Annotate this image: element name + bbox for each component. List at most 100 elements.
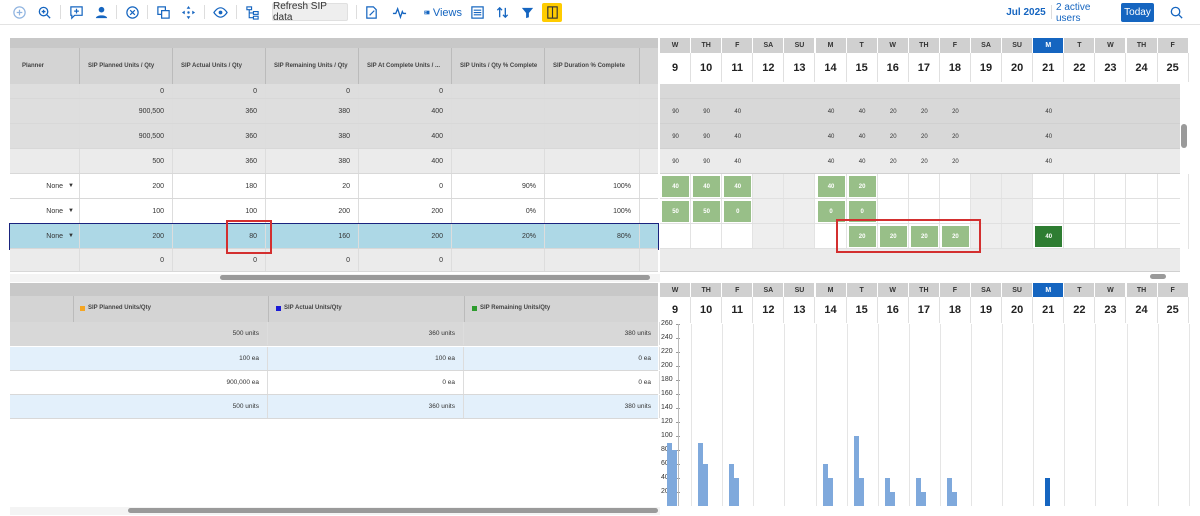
edit-note-icon[interactable] (362, 3, 380, 22)
cal-bottom-daynum[interactable]: 21 (1033, 297, 1065, 323)
add-circle-icon[interactable] (10, 3, 28, 22)
cell-planner[interactable] (14, 84, 80, 98)
cal-bottom-daynum[interactable]: 10 (691, 297, 723, 323)
calendar-assignment-bar[interactable]: 50 (662, 201, 690, 222)
cal-top-daynum[interactable]: 16 (877, 53, 909, 82)
cal-top-daynum[interactable]: 19 (971, 53, 1003, 82)
today-button[interactable]: Today (1121, 3, 1154, 22)
calendar-assignment-bar[interactable]: 0 (724, 201, 752, 222)
filter-icon[interactable] (518, 3, 536, 22)
cell-planner[interactable]: None (14, 224, 80, 248)
col-header-units-pct[interactable]: SIP Units / Qty % Complete (452, 48, 545, 84)
month-label[interactable]: Jul 2025 (1006, 7, 1046, 18)
calendar-assignment-bar[interactable]: 20 (910, 226, 938, 247)
calendar-assignment-bar[interactable]: 20 (879, 226, 907, 247)
summary-row[interactable]: 900,000 ea 0 ea 0 ea (10, 371, 660, 395)
summary-row[interactable]: 100 ea 100 ea 0 ea (10, 347, 660, 371)
calendar-v-scroll-thumb[interactable] (1181, 124, 1187, 148)
cal-top-daynum[interactable]: 11 (722, 53, 754, 82)
cal-top-daynum[interactable]: 9 (660, 53, 692, 82)
cell-planner[interactable] (14, 249, 80, 271)
cal-bottom-daynum[interactable]: 18 (939, 297, 971, 323)
grid-h-scroll-thumb[interactable] (220, 275, 650, 280)
cal-top-daynum[interactable]: 17 (908, 53, 940, 82)
cal-bottom-daynum[interactable]: 20 (1002, 297, 1034, 323)
zoom-in-icon[interactable] (35, 3, 53, 22)
list-view-icon[interactable] (468, 3, 486, 22)
cal-bottom-daynum[interactable]: 13 (784, 297, 816, 323)
cal-bottom-daynum[interactable]: 25 (1157, 297, 1189, 323)
cal-bottom-daynum[interactable]: 24 (1126, 297, 1158, 323)
calendar-assignment-bar[interactable]: 40 (724, 176, 752, 197)
table-row[interactable]: 500 360 380 400 (10, 149, 658, 174)
calendar-assignment-bar[interactable]: 20 (848, 226, 876, 247)
col-header-duration-pct[interactable]: SIP Duration % Complete (545, 48, 640, 84)
table-row[interactable]: None 200 180 20 0 90% 100% ▼ (10, 174, 658, 199)
dropdown-caret-icon[interactable]: ▼ (68, 233, 74, 239)
cal-top-daynum[interactable]: 13 (784, 53, 816, 82)
hierarchy-icon[interactable] (243, 3, 261, 22)
table-row[interactable]: 900,500 360 380 400 (10, 99, 658, 124)
cal-top-daynum[interactable]: 23 (1095, 53, 1127, 82)
table-row[interactable]: None 100 100 200 200 0% 100% ▼ (10, 199, 658, 224)
summary-h-scrollbar[interactable] (10, 507, 660, 515)
calendar-assignment-bar[interactable]: 40 (1035, 226, 1063, 247)
copy-icon[interactable] (154, 3, 172, 22)
calendar-assignment-bar[interactable]: 40 (817, 176, 845, 197)
cal-top-daynum[interactable]: 10 (691, 53, 723, 82)
cal-bottom-daynum[interactable]: 15 (846, 297, 878, 323)
active-users-link[interactable]: 2 active users (1056, 1, 1091, 24)
dropdown-caret-icon[interactable]: ▼ (68, 183, 74, 189)
sort-icon[interactable] (493, 3, 511, 22)
summary-h-scroll-thumb[interactable] (128, 508, 658, 513)
col-header-planned[interactable]: SIP Planned Units / Qty (80, 48, 173, 84)
calendar-assignment-bar[interactable]: 20 (941, 226, 969, 247)
grid-h-scrollbar[interactable] (10, 274, 660, 282)
eye-icon[interactable] (211, 3, 229, 22)
activity-icon[interactable] (390, 3, 408, 22)
move-icon[interactable] (179, 3, 197, 22)
cal-top-daynum[interactable]: 15 (846, 53, 878, 82)
dropdown-caret-icon[interactable]: ▼ (68, 208, 74, 214)
cal-bottom-daynum[interactable]: 17 (908, 297, 940, 323)
user-icon[interactable] (92, 3, 110, 22)
cal-top-daynum[interactable]: 20 (1002, 53, 1034, 82)
cal-bottom-daynum[interactable]: 11 (722, 297, 754, 323)
summary-row[interactable]: 500 units 360 units 380 units (10, 395, 660, 419)
table-row[interactable]: None 200 80 160 200 20% 80% ▼ (9, 223, 659, 250)
cal-top-daynum[interactable]: 12 (753, 53, 785, 82)
cell-planner[interactable] (14, 99, 80, 123)
summary-row[interactable]: 500 units 360 units 380 units (10, 322, 660, 346)
cal-top-daynum[interactable]: 25 (1157, 53, 1189, 82)
cal-bottom-daynum[interactable]: 12 (753, 297, 785, 323)
calendar-assignment-bar[interactable]: 40 (693, 176, 721, 197)
cell-planner[interactable]: None (14, 174, 80, 198)
views-button[interactable]: Views (424, 3, 462, 22)
cal-bottom-daynum[interactable]: 22 (1064, 297, 1096, 323)
cal-bottom-daynum[interactable]: 19 (971, 297, 1003, 323)
col-header-planner[interactable]: Planner (14, 48, 80, 84)
cal-bottom-daynum[interactable]: 14 (815, 297, 847, 323)
cal-bottom-daynum[interactable]: 23 (1095, 297, 1127, 323)
calendar-assignment-bar[interactable]: 40 (662, 176, 690, 197)
calendar-assignment-bar[interactable]: 50 (693, 201, 721, 222)
calendar-assignment-bar[interactable]: 0 (817, 201, 845, 222)
cal-top-daynum[interactable]: 14 (815, 53, 847, 82)
calendar-assignment-bar[interactable]: 20 (848, 176, 876, 197)
calendar-assignment-bar[interactable]: 0 (848, 201, 876, 222)
col-header-actual[interactable]: SIP Actual Units / Qty (173, 48, 266, 84)
add-comment-icon[interactable] (67, 3, 85, 22)
cal-top-daynum[interactable]: 21 (1033, 53, 1065, 82)
col-header-at-complete[interactable]: SIP At Complete Units / ... (359, 48, 452, 84)
cal-bottom-daynum[interactable]: 9 (660, 297, 692, 323)
refresh-sip-data-button[interactable]: Refresh SIP data (272, 1, 348, 23)
cancel-icon[interactable] (123, 3, 141, 22)
cell-planner[interactable] (14, 124, 80, 148)
cal-top-daynum[interactable]: 24 (1126, 53, 1158, 82)
table-row[interactable]: 900,500 360 380 400 (10, 124, 658, 149)
search-icon[interactable] (1167, 3, 1185, 22)
cell-planner[interactable] (14, 149, 80, 173)
cell-planner[interactable]: None (14, 199, 80, 223)
